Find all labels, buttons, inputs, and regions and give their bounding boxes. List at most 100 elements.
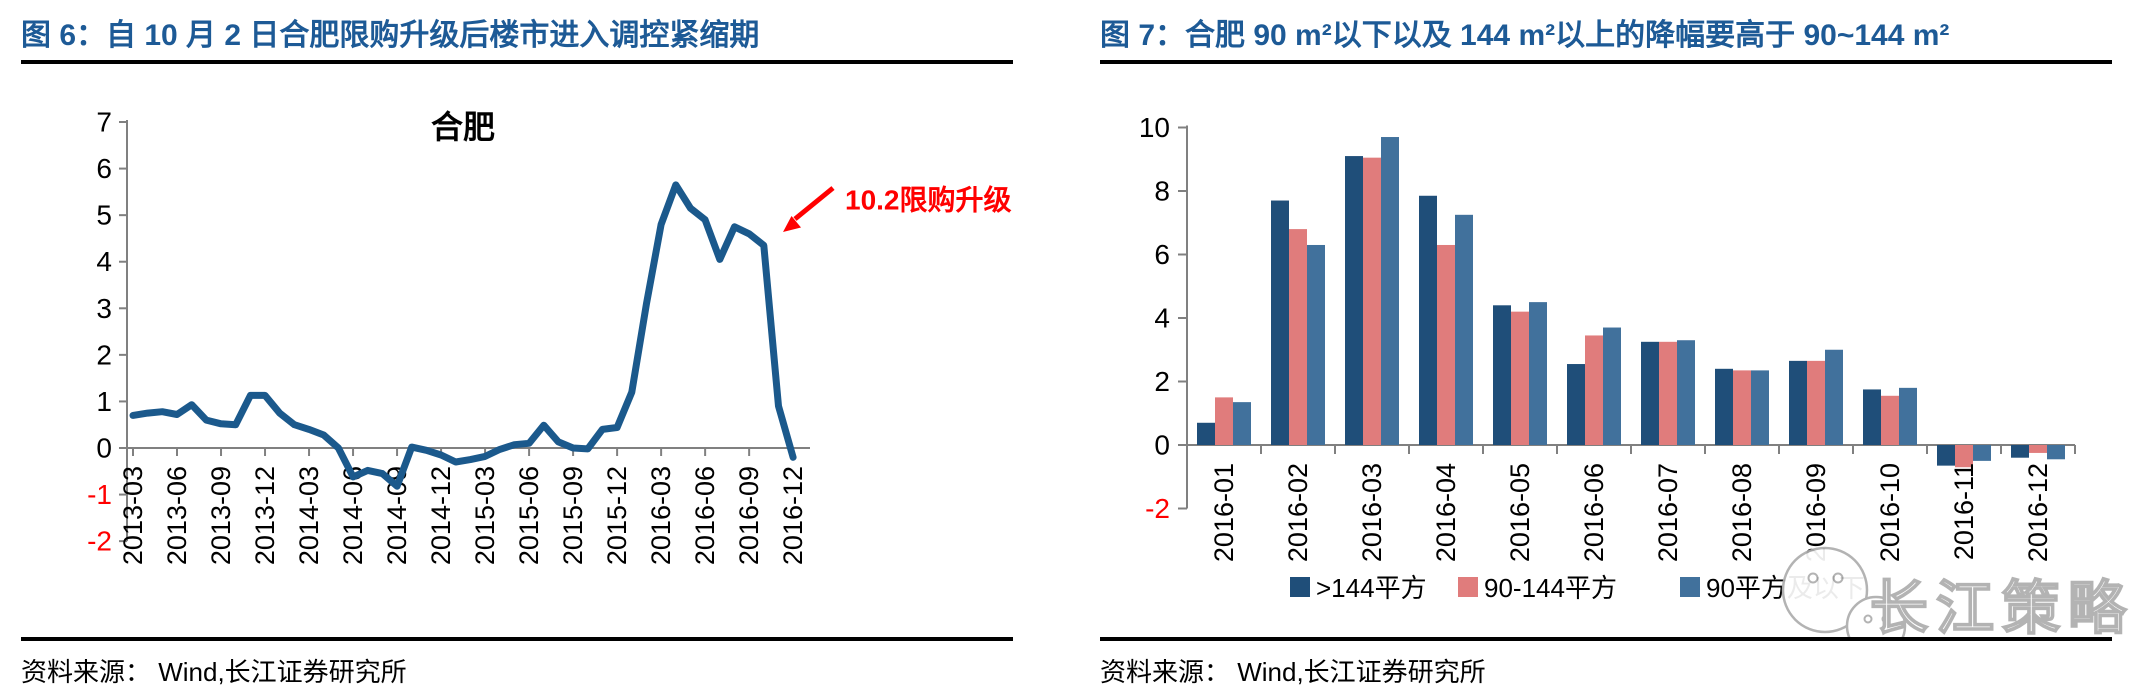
bar-90平方及以下 bbox=[1899, 387, 1917, 445]
x-tick-label: 2016-11 bbox=[1949, 463, 1979, 560]
y-tick-label: -1 bbox=[87, 479, 112, 510]
y-tick-label: 6 bbox=[1154, 239, 1170, 270]
bar-90平方及以下 bbox=[1603, 327, 1621, 445]
x-tick-label: 2013-12 bbox=[250, 466, 280, 565]
bar->144平方 bbox=[2011, 445, 2029, 458]
hefei-price-line bbox=[129, 181, 797, 490]
bar-90-144平方 bbox=[1807, 360, 1825, 445]
x-tick-label: 2014-03 bbox=[294, 466, 324, 565]
watermark: 长江策略 bbox=[1781, 546, 2133, 640]
bar-90平方及以下 bbox=[1751, 370, 1769, 445]
bar-90平方及以下 bbox=[1381, 137, 1399, 445]
y-tick-label: 6 bbox=[96, 153, 112, 184]
x-tick-label: 2016-06 bbox=[690, 466, 720, 565]
watermark-logo-eye bbox=[1881, 614, 1891, 624]
bar-90平方及以下 bbox=[2047, 445, 2065, 460]
y-tick-label: 10 bbox=[1139, 112, 1170, 143]
bar->144平方 bbox=[1197, 422, 1215, 445]
bar-90平方及以下 bbox=[1455, 214, 1473, 445]
bar-90-144平方 bbox=[1511, 311, 1529, 445]
y-tick-label: 0 bbox=[1154, 430, 1170, 461]
y-tick-label: 0 bbox=[96, 433, 112, 464]
x-tick-label: 2013-06 bbox=[162, 466, 192, 565]
x-tick-label: 2016-05 bbox=[1505, 463, 1535, 562]
bar-90平方及以下 bbox=[1973, 445, 1991, 461]
x-tick-label: 2015-09 bbox=[558, 466, 588, 565]
x-tick-label: 2016-07 bbox=[1653, 463, 1683, 562]
x-tick-label: 2016-12 bbox=[778, 466, 808, 565]
watermark-logo-eye bbox=[1863, 614, 1873, 624]
annotation-arrowhead bbox=[783, 216, 801, 232]
y-tick-label: 2 bbox=[96, 339, 112, 370]
bar-90-144平方 bbox=[1289, 229, 1307, 445]
watermark-logo-bubble-large bbox=[1781, 546, 1869, 634]
figure7-title: 图 7：合肥 90 m²以下以及 144 m²以上的降幅要高于 90~144 m… bbox=[1100, 19, 1950, 52]
bar-90-144平方 bbox=[1733, 370, 1751, 445]
legend-swatch bbox=[1290, 577, 1310, 597]
y-tick-label: 1 bbox=[96, 386, 112, 417]
bar->144平方 bbox=[1493, 305, 1511, 445]
bar->144平方 bbox=[1345, 156, 1363, 445]
bar-90平方及以下 bbox=[1233, 402, 1251, 445]
bar-90平方及以下 bbox=[1529, 302, 1547, 445]
bar-90-144平方 bbox=[1881, 395, 1899, 445]
y-tick-label: 4 bbox=[1154, 303, 1170, 334]
figure6-top-rule bbox=[21, 60, 1013, 64]
y-tick-label: 3 bbox=[96, 293, 112, 324]
x-tick-label: 2015-06 bbox=[514, 466, 544, 565]
figure6-source: 资料来源： Wind,长江证券研究所 bbox=[21, 657, 407, 687]
bar-90-144平方 bbox=[1363, 157, 1381, 445]
bar->144平方 bbox=[1641, 341, 1659, 445]
bar->144平方 bbox=[1715, 368, 1733, 445]
x-tick-label: 2015-12 bbox=[602, 466, 632, 565]
bar-90平方及以下 bbox=[1677, 340, 1695, 445]
x-tick-label: 2016-09 bbox=[1801, 463, 1831, 562]
y-tick-label: 7 bbox=[96, 107, 112, 138]
figure6-line-chart: 7 6 5 4 3 2 1 0 -1 -2 2013-03 2013-06 2013-09 2013-12… bbox=[87, 107, 1012, 566]
y-tick-label: 4 bbox=[96, 246, 112, 277]
x-tick-label: 2016-09 bbox=[734, 466, 764, 565]
figure7-bar-chart: 10 8 6 4 2 0 -2 2016-01 2016-02 2016-03 2016-04 201… bbox=[1139, 112, 2133, 640]
bar-90平方及以下 bbox=[1307, 244, 1325, 445]
watermark-logo-bubble-small bbox=[1845, 595, 1907, 640]
x-tick-label: 2014-06 bbox=[338, 466, 368, 565]
legend-swatch bbox=[1680, 577, 1700, 597]
legend-label: >144平方 bbox=[1316, 573, 1427, 603]
x-tick-label: 2013-03 bbox=[118, 466, 148, 565]
bar->144平方 bbox=[1271, 200, 1289, 445]
x-tick-label: 2016-12 bbox=[2023, 463, 2053, 562]
x-tick-label: 2015-03 bbox=[470, 466, 500, 565]
bar->144平方 bbox=[1789, 360, 1807, 445]
bar-90-144平方 bbox=[1437, 244, 1455, 445]
figure6-title: 图 6：自 10 月 2 日合肥限购升级后楼市进入调控紧缩期 bbox=[21, 19, 760, 52]
legend-swatch bbox=[1458, 577, 1478, 597]
chart-title: 合肥 bbox=[431, 109, 495, 145]
y-tick-label: -2 bbox=[1145, 493, 1170, 524]
x-tick-label: 2016-03 bbox=[646, 466, 676, 565]
watermark-text: 长江策略 bbox=[1870, 576, 2133, 640]
x-tick-label: 2016-06 bbox=[1579, 463, 1609, 562]
legend-label: 90-144平方 bbox=[1484, 573, 1617, 603]
figure7-top-rule bbox=[1100, 60, 2112, 64]
bar->144平方 bbox=[1863, 389, 1881, 445]
bar-90-144平方 bbox=[1955, 445, 1973, 468]
annotation-text: 10.2限购升级 bbox=[845, 184, 1012, 216]
y-tick-label: -2 bbox=[87, 526, 112, 557]
x-tick-label: 2014-12 bbox=[426, 466, 456, 565]
x-tick-label: 2016-04 bbox=[1431, 463, 1461, 562]
bar->144平方 bbox=[1567, 364, 1585, 445]
watermark-logo-eye bbox=[1807, 572, 1819, 584]
y-tick-label: 5 bbox=[96, 200, 112, 231]
x-tick-label: 2016-02 bbox=[1283, 463, 1313, 562]
figure7-bottom-rule bbox=[1100, 637, 2112, 641]
figure7-panel: 图 7：合肥 90 m²以下以及 144 m²以上的降幅要高于 90~144 m… bbox=[1080, 0, 2133, 700]
x-tick-label: 2016-01 bbox=[1209, 463, 1239, 562]
y-tick-label: 8 bbox=[1154, 176, 1170, 207]
bar-90平方及以下 bbox=[1825, 349, 1843, 445]
x-tick-label: 2016-03 bbox=[1357, 463, 1387, 562]
bar->144平方 bbox=[1419, 195, 1437, 445]
figure6-panel: 图 6：自 10 月 2 日合肥限购升级后楼市进入调控紧缩期 7 6 5 4 3 2 1 0 -… bbox=[0, 0, 1060, 700]
bar-90-144平方 bbox=[1659, 341, 1677, 445]
x-tick-label: 2013-09 bbox=[206, 466, 236, 565]
